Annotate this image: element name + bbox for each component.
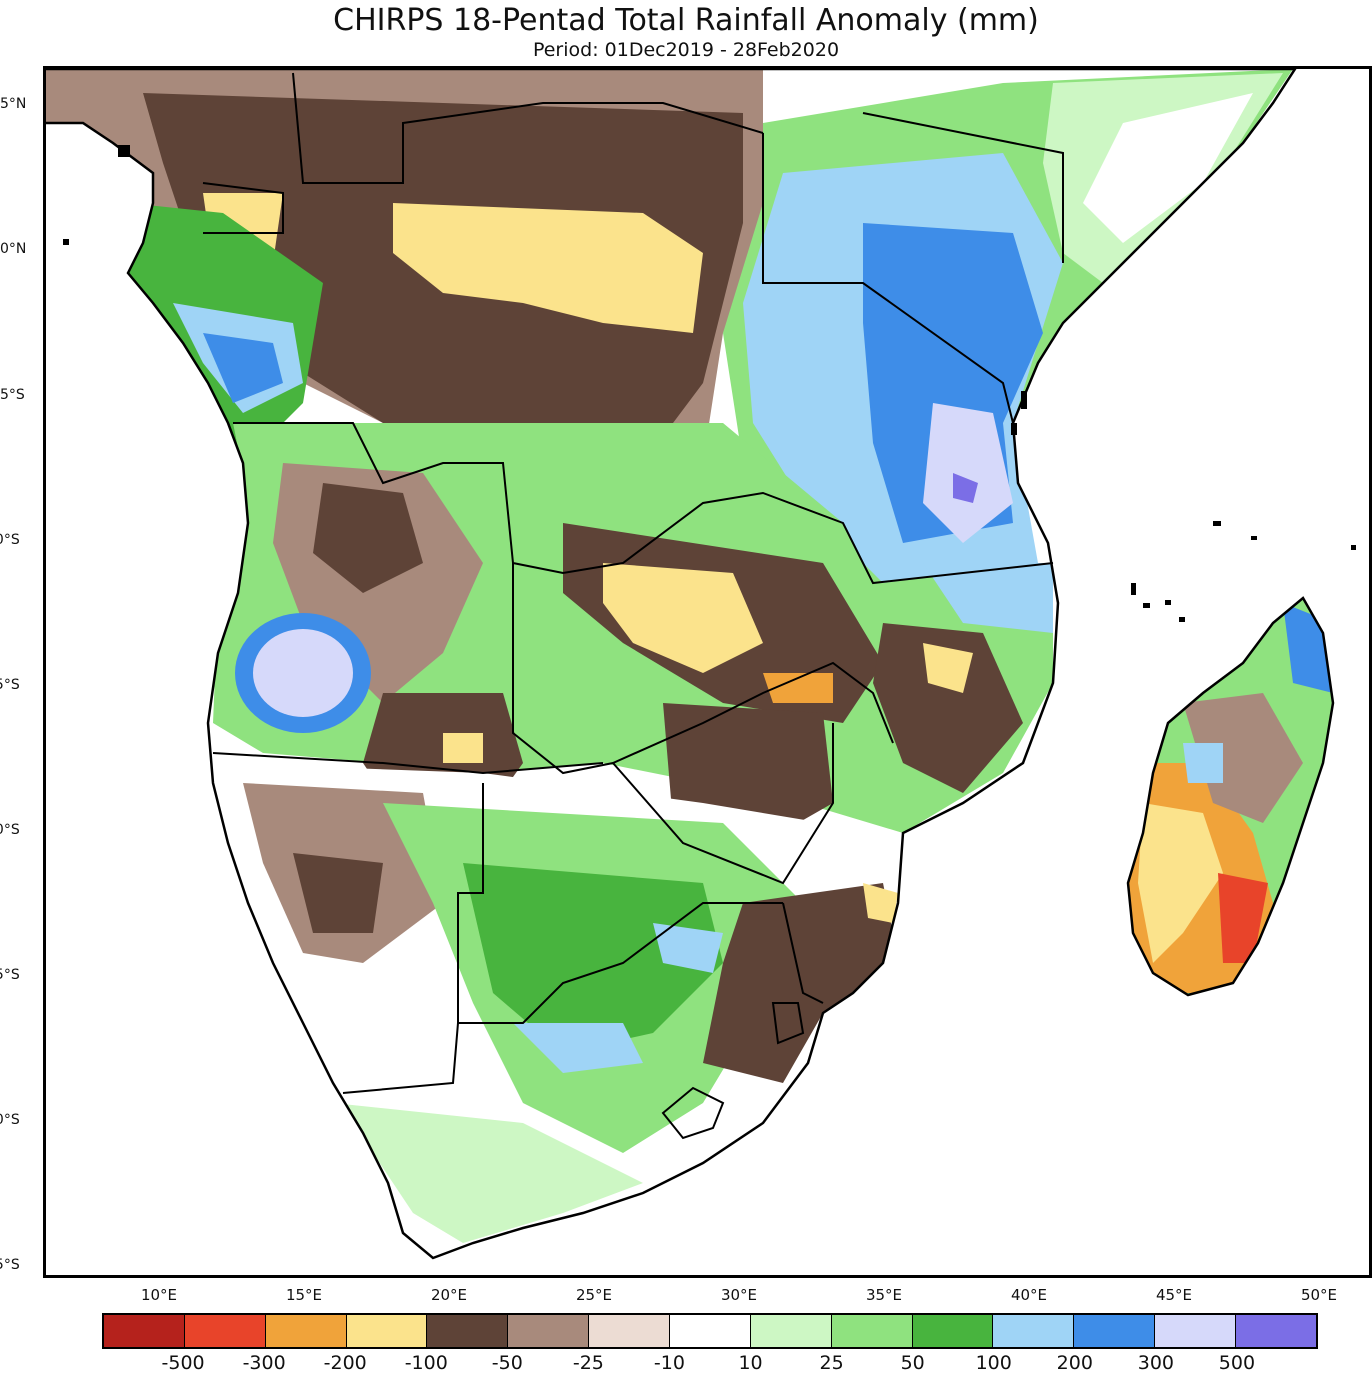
colorbar-tick-label: 100: [975, 1352, 1012, 1374]
lat-label-5s: 5°S: [0, 387, 25, 403]
lon-label-20e: 20°E: [430, 1286, 468, 1304]
colorbar-tick-label: 300: [1137, 1352, 1174, 1374]
colorbar-swatch: [184, 1315, 266, 1347]
lon-label-15e: 15°E: [285, 1286, 323, 1304]
colorbar-tick-label: 200: [1056, 1352, 1093, 1374]
colorbar-tick-label: -50: [491, 1352, 523, 1374]
lon-label-25e: 25°E: [575, 1286, 613, 1304]
colorbar-swatch: [1155, 1315, 1237, 1347]
lon-label-45e: 45°E: [1155, 1286, 1193, 1304]
colorbar-swatch: [1236, 1315, 1316, 1347]
colorbar-tick-label: -25: [572, 1352, 604, 1374]
map-panel: [43, 66, 1372, 1278]
colorbar-swatch: [912, 1315, 994, 1347]
colorbar-tick-label: -200: [323, 1352, 367, 1374]
rainfall-anomaly-map: [46, 69, 1356, 1260]
colorbar-tick-label: 25: [819, 1352, 844, 1374]
colorbar-swatch: [508, 1315, 590, 1347]
colorbar-tick-label: -10: [653, 1352, 685, 1374]
colorbar-swatch: [265, 1315, 347, 1347]
map-subtitle: Period: 01Dec2019 - 28Feb2020: [532, 39, 840, 61]
map-title: CHIRPS 18-Pentad Total Rainfall Anomaly …: [333, 3, 1039, 38]
colorbar-swatch: [993, 1315, 1075, 1347]
country-borders: [202, 72, 1064, 1140]
colorbar-swatch: [427, 1315, 509, 1347]
lon-label-50e: 50°E: [1300, 1286, 1338, 1304]
lat-label-35s: 35°S: [0, 1257, 20, 1273]
lat-label-10s: 10°S: [0, 532, 20, 548]
colorbar-tick-label: 10: [738, 1352, 763, 1374]
madagascar: [1126, 596, 1335, 997]
colorbar-tick-label: -300: [242, 1352, 286, 1374]
colorbar-swatch: [346, 1315, 428, 1347]
colorbar-tick-label: 50: [900, 1352, 925, 1374]
colorbar-tick-label: -100: [404, 1352, 448, 1374]
lon-label-30e: 30°E: [720, 1286, 758, 1304]
colorbar-swatch: [1074, 1315, 1156, 1347]
colorbar-swatch: [589, 1315, 671, 1347]
lat-label-15s: 15°S: [0, 677, 20, 693]
colorbar-swatch: [670, 1315, 751, 1347]
lat-label-25s: 25°S: [0, 967, 20, 983]
lat-label-0n: 0°N: [0, 241, 27, 257]
lon-label-35e: 35°E: [865, 1286, 903, 1304]
colorbar-swatch: [104, 1315, 185, 1347]
anomaly-fields: [46, 69, 1293, 1253]
lon-label-10e: 10°E: [140, 1286, 178, 1304]
lat-label-30s: 30°S: [0, 1112, 20, 1128]
lat-label-20s: 20°S: [0, 822, 20, 838]
colorbar-tick-label: -500: [161, 1352, 205, 1374]
africa-coastline: [46, 69, 1297, 1260]
colorbar-tick-label: 500: [1218, 1352, 1256, 1374]
colorbar-swatch: [831, 1315, 913, 1347]
colorbar-swatch: [750, 1315, 832, 1347]
colorbar: [102, 1313, 1318, 1349]
lon-label-40e: 40°E: [1010, 1286, 1048, 1304]
islands: [63, 145, 1356, 622]
lat-label-5n: 5°N: [0, 96, 27, 112]
